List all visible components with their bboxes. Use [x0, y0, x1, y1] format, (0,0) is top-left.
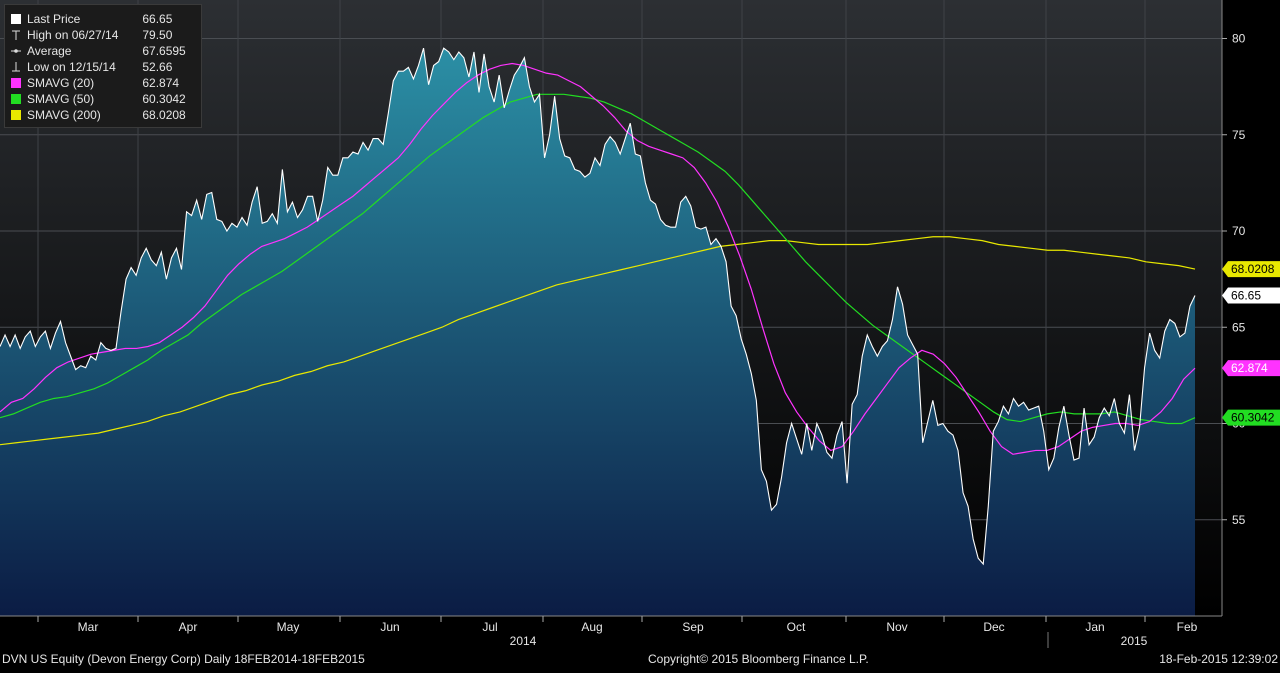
y-tick-label: 55 [1232, 513, 1246, 527]
x-year-label: 2015 [1121, 634, 1148, 648]
legend-item-sma50: SMAVG (50) 60.3042 [11, 91, 201, 107]
y-tick-label: 80 [1232, 32, 1246, 46]
x-month-label: Jul [482, 620, 497, 634]
last-value-badge: 68.0208 [1222, 261, 1280, 278]
price-area [0, 48, 1195, 616]
price-line [0, 47, 1196, 566]
badge-label: 66.65 [1231, 288, 1261, 302]
legend-label: SMAVG (200) [27, 108, 101, 122]
legend-value: 62.874 [142, 76, 180, 90]
legend-item-sma200: SMAVG (200) 68.0208 [11, 107, 201, 123]
legend-label: Average [27, 44, 72, 58]
y-tick-label: 70 [1232, 224, 1246, 238]
legend-label: SMAVG (20) [27, 76, 95, 90]
y-tick-label: 75 [1232, 128, 1246, 142]
footer: DVN US Equity (Devon Energy Corp) Daily … [0, 648, 1280, 668]
legend-value: 52.66 [142, 60, 173, 74]
legend-value: 79.50 [142, 28, 173, 42]
average-marker-icon [11, 46, 21, 56]
x-month-label: Nov [886, 620, 907, 634]
x-month-label: May [277, 620, 300, 634]
sma50-line [0, 93, 1196, 425]
badge-label: 68.0208 [1231, 262, 1275, 276]
legend-label: Low on 12/15/14 [27, 60, 116, 74]
footer-ticker: DVN US Equity (Devon Energy Corp) Daily … [2, 652, 365, 666]
last-price-swatch-icon [11, 14, 21, 24]
right-axis-panel [1222, 0, 1280, 648]
x-month-label: Jun [380, 620, 399, 634]
sma200-swatch-icon [11, 110, 21, 120]
legend-label: SMAVG (50) [27, 92, 95, 106]
footer-copyright: Copyright© 2015 Bloomberg Finance L.P. [648, 652, 869, 666]
last-value-badge: 62.874 [1222, 360, 1280, 377]
x-month-label: Feb [1177, 620, 1198, 634]
legend-value: 67.6595 [142, 44, 186, 58]
legend-label: High on 06/27/14 [27, 28, 119, 42]
x-month-label: Apr [179, 620, 198, 634]
y-tick-label: 65 [1232, 320, 1246, 334]
legend: Last Price 66.65 High on 06/27/14 79.50 … [4, 4, 202, 128]
x-axis: Mar Apr May Jun Jul Aug Sep Oct Nov Dec Jan Feb 2014… [37, 616, 1198, 648]
x-month-label: Oct [787, 620, 806, 634]
bottom-axis-panel [0, 616, 1222, 648]
sma20-swatch-icon [11, 78, 21, 88]
legend-item-sma20: SMAVG (20) 62.874 [11, 75, 201, 91]
sma20-line [0, 62, 1196, 455]
x-month-label: Aug [581, 620, 602, 634]
last-value-badge: 60.3042 [1222, 409, 1280, 426]
legend-item-high: High on 06/27/14 79.50 [11, 27, 201, 43]
legend-item-low: Low on 12/15/14 52.66 [11, 59, 201, 75]
legend-value: 66.65 [142, 12, 173, 26]
footer-timestamp: 18-Feb-2015 12:39:02 [1159, 652, 1278, 666]
sma50-swatch-icon [11, 94, 21, 104]
low-marker-icon [11, 62, 21, 72]
legend-label: Last Price [27, 12, 81, 26]
x-month-label: Mar [78, 620, 99, 634]
badge-label: 62.874 [1231, 361, 1268, 375]
last-value-badges: 68.0208 66.65 62.874 60.3042 [1222, 261, 1280, 426]
sma200-line [0, 236, 1196, 446]
x-month-label: Sep [682, 620, 704, 634]
high-marker-icon [11, 30, 21, 40]
x-year-label: 2014 [510, 634, 537, 648]
legend-item-last-price: Last Price 66.65 [11, 11, 201, 27]
legend-item-average: Average 67.6595 [11, 43, 201, 59]
last-value-badge: 66.65 [1222, 287, 1280, 304]
x-month-label: Dec [983, 620, 1004, 634]
legend-value: 68.0208 [142, 108, 186, 122]
legend-value: 60.3042 [142, 92, 186, 106]
x-month-label: Jan [1085, 620, 1104, 634]
badge-label: 60.3042 [1231, 411, 1275, 425]
